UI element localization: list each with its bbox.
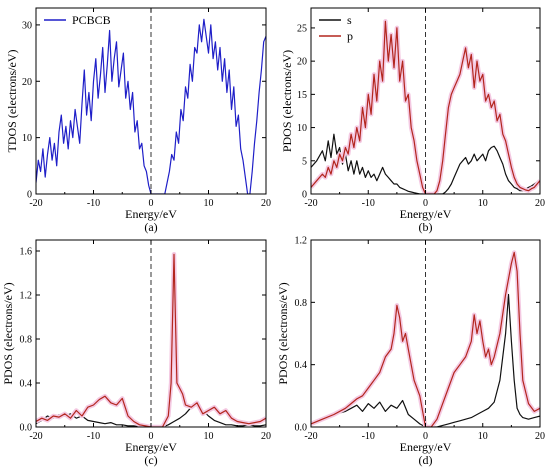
legend: sp bbox=[319, 13, 353, 43]
y-tick-label: 20 bbox=[22, 77, 32, 88]
y-tick-label: 1.6 bbox=[20, 247, 33, 258]
x-tick-label: -10 bbox=[362, 431, 375, 442]
series-line-p bbox=[311, 251, 540, 427]
y-tick-label: 10 bbox=[22, 133, 32, 144]
x-tick-label: 10 bbox=[204, 431, 214, 442]
y-tick-label: 30 bbox=[22, 20, 32, 31]
series-line-s bbox=[311, 133, 540, 194]
series-line-PCBCB bbox=[36, 18, 266, 194]
y-tick-label: 0.0 bbox=[20, 423, 33, 434]
x-tick-label: -10 bbox=[362, 198, 375, 209]
y-tick-label: 1.2 bbox=[295, 236, 308, 247]
x-tick-label: -20 bbox=[304, 431, 317, 442]
y-tick-label: 0.8 bbox=[20, 335, 33, 346]
x-tick-label: -20 bbox=[29, 198, 42, 209]
legend-label: p bbox=[347, 29, 353, 43]
panel-label: (c) bbox=[144, 453, 157, 467]
y-axis-label: TDOS (electrons/eV) bbox=[5, 50, 19, 153]
x-tick-label: 10 bbox=[478, 198, 488, 209]
x-tick-label: -20 bbox=[304, 198, 317, 209]
panel-label: (d) bbox=[419, 453, 433, 467]
x-axis-label: Energy/eV bbox=[400, 207, 452, 221]
x-tick-label: 0 bbox=[149, 431, 154, 442]
panel-1: -20 -10 0 10 20 0 10 20 30 Energy/eV TDOS (electro… bbox=[5, 7, 271, 234]
x-tick-label: 10 bbox=[478, 431, 488, 442]
panel-label: (b) bbox=[419, 220, 433, 234]
x-tick-label: 0 bbox=[423, 431, 428, 442]
panel-3: -20 -10 0 10 20 0.0 0.4 0.8 1.2 1.6 Energy/eV PDOS … bbox=[1, 239, 271, 467]
x-tick-label: 20 bbox=[261, 198, 271, 209]
y-tick-label: 5 bbox=[302, 156, 307, 167]
y-tick-label: 1.2 bbox=[20, 291, 33, 302]
x-tick-label: 20 bbox=[535, 431, 545, 442]
panel-4: -20 -10 0 10 20 0.0 0.4 0.8 1.2 Energy/eV PDOS (el… bbox=[276, 236, 545, 468]
series-line-p bbox=[311, 20, 540, 194]
x-tick-label: 20 bbox=[535, 198, 545, 209]
panel-label: (a) bbox=[144, 220, 157, 234]
x-tick-label: -20 bbox=[29, 431, 42, 442]
y-tick-label: 0.4 bbox=[295, 360, 308, 371]
panel-2: -20 -10 0 10 20 0 5 10 15 20 25 Energy/eV PDOS (elec… bbox=[280, 7, 545, 234]
y-axis-label: PDOS (electrons/eV) bbox=[1, 282, 15, 384]
x-tick-label: -10 bbox=[87, 431, 100, 442]
x-tick-label: 0 bbox=[149, 198, 154, 209]
y-tick-label: 20 bbox=[297, 57, 307, 68]
x-tick-label: -10 bbox=[87, 198, 100, 209]
y-tick-label: 0 bbox=[27, 190, 32, 201]
y-axis-label: PDOS (electrons/eV) bbox=[276, 282, 290, 384]
x-axis-label: Energy/eV bbox=[125, 207, 177, 221]
x-tick-label: 10 bbox=[204, 198, 214, 209]
y-tick-label: 25 bbox=[297, 23, 307, 34]
x-tick-label: 0 bbox=[423, 198, 428, 209]
y-tick-label: 0 bbox=[302, 190, 307, 201]
y-tick-label: 0.8 bbox=[295, 298, 308, 309]
y-tick-label: 0.4 bbox=[20, 379, 33, 390]
legend: PCBCB bbox=[44, 13, 111, 27]
y-tick-label: 10 bbox=[297, 123, 307, 134]
series-line-s bbox=[311, 293, 540, 427]
legend-label: s bbox=[347, 13, 352, 27]
y-axis-label: PDOS (electrons/eV) bbox=[280, 50, 294, 152]
x-axis-label: Energy/eV bbox=[400, 440, 452, 454]
x-axis-label: Energy/eV bbox=[125, 440, 177, 454]
series-line-p bbox=[36, 253, 266, 427]
x-tick-label: 20 bbox=[261, 431, 271, 442]
legend-label: PCBCB bbox=[72, 13, 111, 27]
y-tick-label: 0.0 bbox=[295, 423, 308, 434]
y-tick-label: 15 bbox=[297, 90, 307, 101]
